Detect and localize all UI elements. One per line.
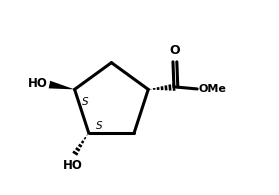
Polygon shape <box>49 81 74 89</box>
Text: HO: HO <box>28 77 48 90</box>
Text: O: O <box>170 44 180 57</box>
Text: S: S <box>95 121 102 131</box>
Text: S: S <box>82 97 88 107</box>
Text: HO: HO <box>63 159 83 172</box>
Text: OMe: OMe <box>198 84 226 94</box>
